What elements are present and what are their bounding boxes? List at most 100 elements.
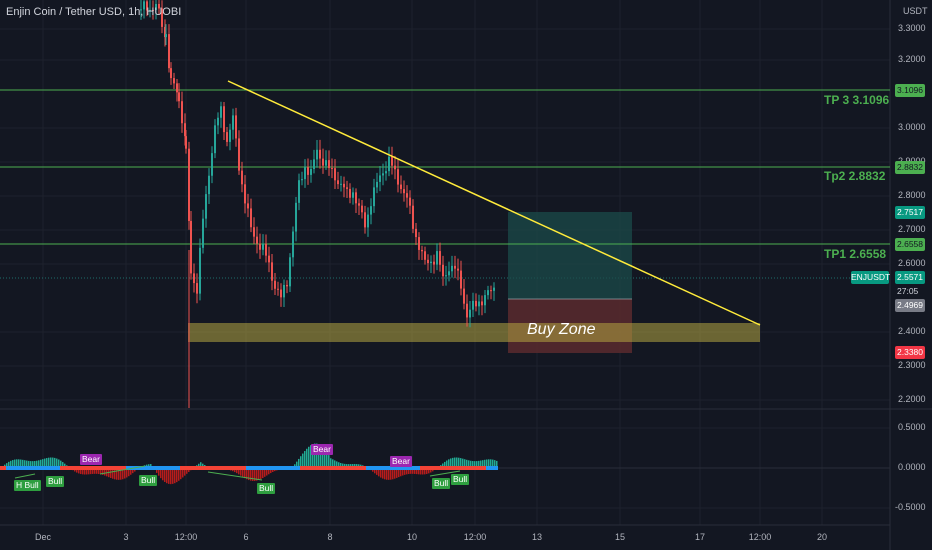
osc-bar (374, 468, 376, 474)
osc-bar (342, 463, 344, 468)
osc-band-segment (318, 466, 324, 470)
buy-zone-label[interactable]: Buy Zone (527, 321, 596, 338)
badge-h-bull: H Bull (14, 480, 41, 491)
candle-body (283, 284, 285, 298)
osc-bar (244, 468, 246, 479)
candle-body (184, 123, 186, 137)
badge-bull: Bull (46, 476, 65, 487)
osc-bar (104, 468, 106, 476)
osc-bar (18, 459, 20, 468)
osc-bar (326, 452, 328, 468)
candle-body (391, 156, 393, 166)
osc-bar (494, 460, 496, 468)
osc-bar (414, 468, 416, 474)
osc-bar (14, 459, 16, 468)
osc-bar (480, 460, 482, 468)
candle-body (427, 259, 429, 264)
bar-countdown: 27:05 (897, 286, 919, 296)
candle-body (403, 189, 405, 194)
osc-bar (90, 468, 92, 475)
tp1-label[interactable]: TP1 2.6558 (824, 247, 887, 261)
candle-body (493, 287, 495, 291)
osc-bar (10, 460, 12, 468)
osc-bar (478, 460, 480, 468)
candle-body (466, 303, 468, 318)
osc-bar (456, 457, 458, 468)
osc-bar (412, 468, 414, 474)
osc-bar (30, 461, 32, 468)
osc-band-segment (354, 466, 360, 470)
candle-body (352, 192, 354, 198)
candle-body (173, 78, 175, 84)
osc-bar (470, 460, 472, 468)
candlestick-series[interactable] (140, 0, 495, 408)
tp1-price-tag: 2.6558 (895, 238, 925, 251)
candle-body (301, 179, 303, 181)
tp3-label[interactable]: TP 3 3.1096 (824, 93, 890, 107)
osc-bar (488, 459, 490, 468)
candle-body (328, 160, 330, 168)
osc-band-segment (42, 466, 48, 470)
osc-bar (56, 458, 58, 468)
oscillator-series[interactable] (0, 443, 498, 485)
osc-bar (118, 468, 120, 480)
osc-band-segment (210, 466, 216, 470)
osc-band-segment (66, 466, 72, 470)
osc-bar (24, 460, 26, 468)
candle-body (415, 228, 417, 238)
candle-body (247, 203, 249, 209)
candle-body (313, 159, 315, 169)
osc-bar (446, 460, 448, 468)
osc-band-segment (204, 466, 210, 470)
osc-bar (126, 468, 128, 478)
candle-body (149, 9, 151, 11)
candle-body (334, 168, 336, 181)
osc-band-segment (426, 466, 432, 470)
osc-band-segment (492, 466, 498, 470)
candle-body (161, 8, 163, 27)
price-label: 3.2000 (898, 54, 926, 64)
osc-bar (396, 468, 398, 478)
osc-bar (460, 458, 462, 468)
osc-bar (390, 468, 392, 480)
candle-body (349, 188, 351, 198)
osc-band-segment (6, 466, 12, 470)
osc-band-segment (408, 466, 414, 470)
candle-body (235, 115, 237, 139)
candle-body (379, 175, 381, 182)
candle-body (463, 288, 465, 304)
candle-body (158, 3, 160, 9)
candle-body (340, 183, 342, 185)
candle-body (454, 265, 456, 269)
osc-bar (170, 468, 172, 485)
buy-zone-rect[interactable] (188, 323, 760, 342)
time-label: 17 (694, 532, 706, 542)
candle-body (170, 68, 172, 79)
osc-band-segment (486, 466, 492, 470)
osc-band-segment (306, 466, 312, 470)
candle-body (217, 117, 219, 126)
osc-bar (132, 468, 134, 474)
candle-body (190, 220, 192, 274)
osc-band-segment (270, 466, 276, 470)
descending-trendline[interactable] (227, 80, 761, 326)
osc-band-segment (366, 466, 372, 470)
long-position-profit-zone[interactable] (508, 212, 632, 299)
osc-band-segment (456, 466, 462, 470)
osc-bar (408, 468, 410, 475)
osc-bar (46, 458, 48, 468)
osc-bar (38, 460, 40, 468)
osc-band-segment (192, 466, 198, 470)
tp2-label[interactable]: Tp2 2.8832 (824, 169, 886, 183)
osc-bar (300, 456, 302, 468)
osc-bar (36, 460, 38, 468)
osc-bar (354, 463, 356, 468)
candle-body (448, 271, 450, 276)
candle-body (193, 273, 195, 284)
osc-bar (80, 468, 82, 475)
osc-bar (92, 468, 94, 474)
osc-band-segment (294, 466, 300, 470)
osc-bar (26, 460, 28, 468)
osc-bar (474, 461, 476, 468)
